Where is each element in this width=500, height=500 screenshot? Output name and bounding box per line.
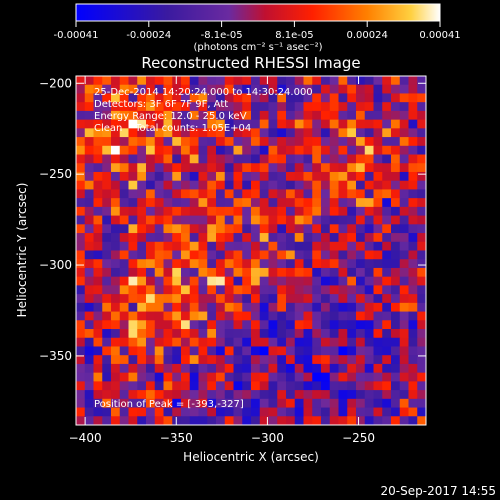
chart-title: Reconstructed RHESSI Image (141, 54, 360, 72)
info-energy-range: Energy Range: 12.0 - 25.0 keV (94, 111, 247, 122)
colorbar-tick-label: -0.00024 (126, 30, 171, 41)
info-overlay: 25-Dec-2014 14:20:24.000 to 14:30:24.000… (94, 87, 313, 134)
axis-ticks: −400 −350 −300 −250 −200 −250 −300 −350 (39, 76, 426, 445)
info-total-counts: Clean Total counts: 1.05E+04 (94, 123, 251, 134)
x-axis-label: Heliocentric X (arcsec) (183, 450, 319, 464)
colorbar-tick-label: -8.1e-05 (201, 30, 243, 41)
colorbar-ticks: -0.00041 -0.00024 -8.1e-05 8.1e-05 0.00024 0.… (54, 21, 461, 41)
x-tick-label: −300 (251, 431, 284, 445)
colorbar-tick-label: 8.1e-05 (275, 30, 313, 41)
heatmap-cells (76, 76, 426, 425)
plot-frame (75, 75, 427, 426)
colorbar-tick-label: 0.00041 (419, 30, 460, 41)
x-tick-label: −250 (342, 431, 375, 445)
colorbar-tick-label: -0.00041 (54, 30, 99, 41)
colorbar-tick-label: 0.00024 (347, 30, 388, 41)
colorbar (75, 3, 441, 22)
y-tick-label: −250 (39, 167, 72, 181)
info-detectors: Detectors: 3F 6F 7F 9F, Att (94, 99, 228, 110)
y-tick-label: −300 (39, 258, 72, 272)
timestamp: 20-Sep-2017 14:55 (381, 484, 496, 498)
info-time-range: 25-Dec-2014 14:20:24.000 to 14:30:24.000 (94, 87, 313, 98)
y-axis-label: Heliocentric Y (arcsec) (15, 183, 29, 318)
peak-position-label: Position of Peak = [-393,-327] (94, 399, 244, 410)
x-tick-label: −350 (160, 431, 193, 445)
y-tick-label: −200 (39, 76, 72, 90)
y-tick-label: −350 (39, 349, 72, 363)
x-tick-label: −400 (69, 431, 102, 445)
colorbar-unit-label: (photons cm⁻² s⁻¹ asec⁻²) (193, 42, 322, 53)
